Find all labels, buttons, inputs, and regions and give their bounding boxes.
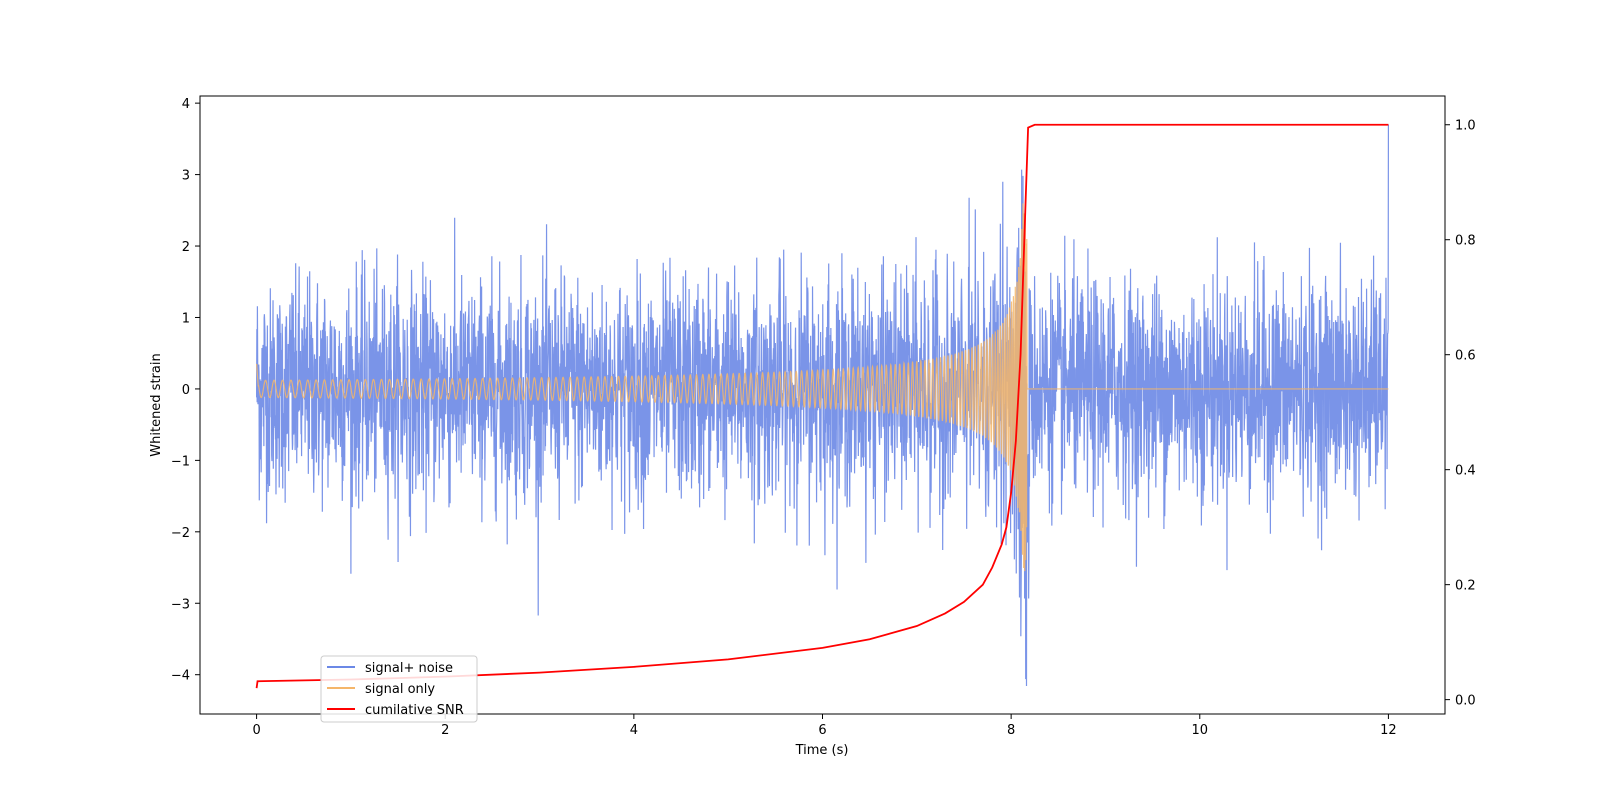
y2-tick-label: 0.4 (1455, 464, 1476, 479)
series-layer (255, 123, 1390, 689)
y2-tick-label: 0.0 (1455, 694, 1476, 709)
y-tick-label: −4 (171, 669, 190, 684)
y-tick-label: −2 (171, 526, 190, 541)
y2-tick-label: 0.8 (1455, 234, 1476, 249)
y2-tick-label: 0.2 (1455, 579, 1476, 594)
legend: signal+ noise signal only cumilative SNR (320, 655, 478, 723)
legend-label-signal: signal only (365, 682, 435, 697)
y-tick-label: 0 (182, 383, 190, 398)
x-axis-label: Time (s) (795, 743, 849, 758)
legend-label-snr: cumilative SNR (365, 703, 464, 718)
y2-axis-ticks: 0.0 0.2 0.4 0.6 0.8 1.0 (1445, 119, 1476, 709)
y-tick-label: 4 (182, 97, 190, 112)
series-cumulative-snr (255, 123, 1389, 689)
y-axis-label: Whitened strain (149, 353, 164, 456)
series-signal-only (255, 203, 1389, 572)
x-tick-label: 4 (630, 723, 638, 738)
legend-box (320, 655, 478, 723)
y-tick-label: −1 (171, 454, 190, 469)
x-tick-label: 2 (441, 723, 449, 738)
y2-tick-label: 1.0 (1455, 119, 1476, 134)
y-tick-label: 2 (182, 240, 190, 255)
x-tick-label: 10 (1191, 723, 1208, 738)
x-tick-label: 8 (1007, 723, 1015, 738)
series-signal-noise (255, 124, 1390, 687)
x-tick-label: 0 (252, 723, 260, 738)
legend-label-noise: signal+ noise (365, 661, 453, 676)
y-tick-label: 3 (182, 169, 190, 184)
y-axis-ticks: −4 −3 −2 −1 0 1 2 3 4 (171, 97, 200, 684)
y2-tick-label: 0.6 (1455, 349, 1476, 364)
y-tick-label: −3 (171, 597, 190, 612)
x-tick-label: 12 (1380, 723, 1397, 738)
x-tick-label: 6 (818, 723, 826, 738)
y-tick-label: 1 (182, 311, 190, 326)
